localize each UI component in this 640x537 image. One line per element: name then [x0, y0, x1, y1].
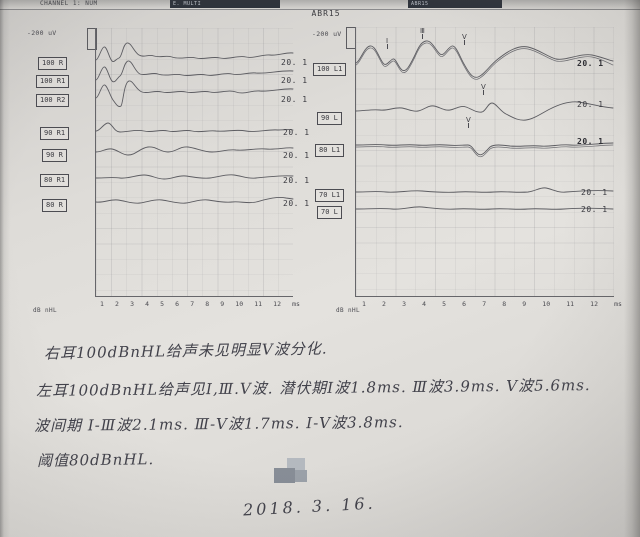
handwritten-date: 2018. 3. 16. [242, 493, 377, 520]
trace-value-100L1: 20. 1 [577, 59, 604, 68]
left-x-axis-ticks: 1 2 3 4 5 6 7 8 9 10 11 12 ms [100, 300, 300, 308]
censor-mosaic-block [295, 470, 307, 482]
censor-mosaic-block [287, 458, 305, 471]
page-title: ABR15 [311, 9, 341, 18]
left-x-unit: ms [292, 300, 300, 308]
left-waveform-panel [95, 28, 294, 297]
left-db-label: dB nHL [33, 307, 58, 314]
trace-90R [95, 146, 294, 156]
wave-marker-III: Ⅲ [420, 28, 425, 39]
trace-label-80R: 80 R [42, 199, 67, 212]
trace-90L [355, 101, 614, 121]
trace-value-100R2: 20. 1 [281, 95, 308, 104]
clipped-window-header: CHANNEL 1: NUM E. MULTI ABR15 [0, 0, 640, 10]
trace-90R1 [95, 122, 294, 133]
wave-marker-V-90L: Ⅴ [481, 84, 486, 95]
header-fragment-text: CHANNEL 1: NUM [40, 0, 98, 7]
trace-value-70L: 20. 1 [581, 205, 608, 214]
trace-100R [95, 42, 294, 62]
trace-label-90R1: 90 R1 [40, 127, 70, 140]
trace-80R [95, 197, 294, 204]
header-dark-box-1: E. MULTI [170, 0, 280, 8]
wave-marker-I: Ⅰ [386, 38, 388, 49]
left-scale-bar [87, 28, 97, 50]
left-scale-label: -200 uV [27, 29, 57, 37]
trace-value-80R1: 20. 1 [283, 176, 310, 185]
trace-value-90R1: 20. 1 [283, 128, 310, 137]
trace-label-100L1: 100 L1 [313, 63, 347, 76]
trace-label-70L1: 70 L1 [315, 189, 345, 202]
trace-label-100R1: 100 R1 [36, 75, 70, 88]
handwritten-note-line1: 右耳100dBnHL给声未见明显Ⅴ波分化. [43, 339, 328, 363]
handwritten-note-line2: 左耳100dBnHL给声见Ⅰ,Ⅲ.Ⅴ波. 潜伏期Ⅰ波1.8ms. Ⅲ波3.9ms… [35, 376, 591, 400]
trace-label-70L: 70 L [317, 206, 342, 219]
handwritten-note-line3: 波间期 Ⅰ-Ⅲ波2.1ms. Ⅲ-Ⅴ波1.7ms. Ⅰ-Ⅴ波3.8ms. [33, 413, 404, 435]
header-dark-box-2: ABR15 [408, 0, 502, 8]
wave-marker-V-100L1: Ⅴ [462, 34, 467, 45]
trace-label-100R2: 100 R2 [36, 94, 70, 107]
trace-value-80R: 20. 1 [283, 199, 310, 208]
trace-80L1 [355, 142, 614, 156]
trace-value-80L1: 20. 1 [577, 137, 604, 146]
right-db-label: dB nHL [336, 307, 361, 314]
trace-label-80R1: 80 R1 [40, 174, 70, 187]
trace-value-90L: 20. 1 [577, 100, 604, 109]
censor-mosaic-block [274, 468, 295, 483]
right-waveform-panel [355, 27, 614, 297]
trace-value-70L1: 20. 1 [581, 188, 608, 197]
trace-80R1 [95, 174, 294, 180]
right-x-unit: ms [614, 300, 622, 308]
trace-100L1-replica [355, 42, 614, 80]
trace-100R1 [95, 60, 294, 83]
trace-value-100R1: 20. 1 [281, 76, 308, 85]
trace-value-90R: 20. 1 [283, 151, 310, 160]
trace-value-100R: 20. 1 [281, 58, 308, 67]
trace-label-80L1: 80 L1 [315, 144, 345, 157]
wave-marker-V-80L1: Ⅴ [466, 117, 471, 128]
trace-70L1 [355, 187, 614, 193]
trace-80L1-replica [355, 144, 614, 158]
right-scale-label: -200 uV [312, 30, 342, 38]
right-x-axis-ticks: 1 2 3 4 5 6 7 8 9 10 11 12 ms [362, 300, 622, 308]
trace-100R2 [95, 80, 294, 107]
handwritten-note-line4: 阈值80dBnHL. [36, 450, 155, 470]
trace-label-100R: 100 R [38, 57, 68, 70]
left-waveform-traces [95, 42, 294, 204]
trace-label-90L: 90 L [317, 112, 342, 125]
trace-label-90R: 90 R [42, 149, 67, 162]
right-waveform-traces [355, 40, 614, 210]
trace-70L [355, 206, 614, 210]
trace-100L1 [355, 40, 614, 78]
